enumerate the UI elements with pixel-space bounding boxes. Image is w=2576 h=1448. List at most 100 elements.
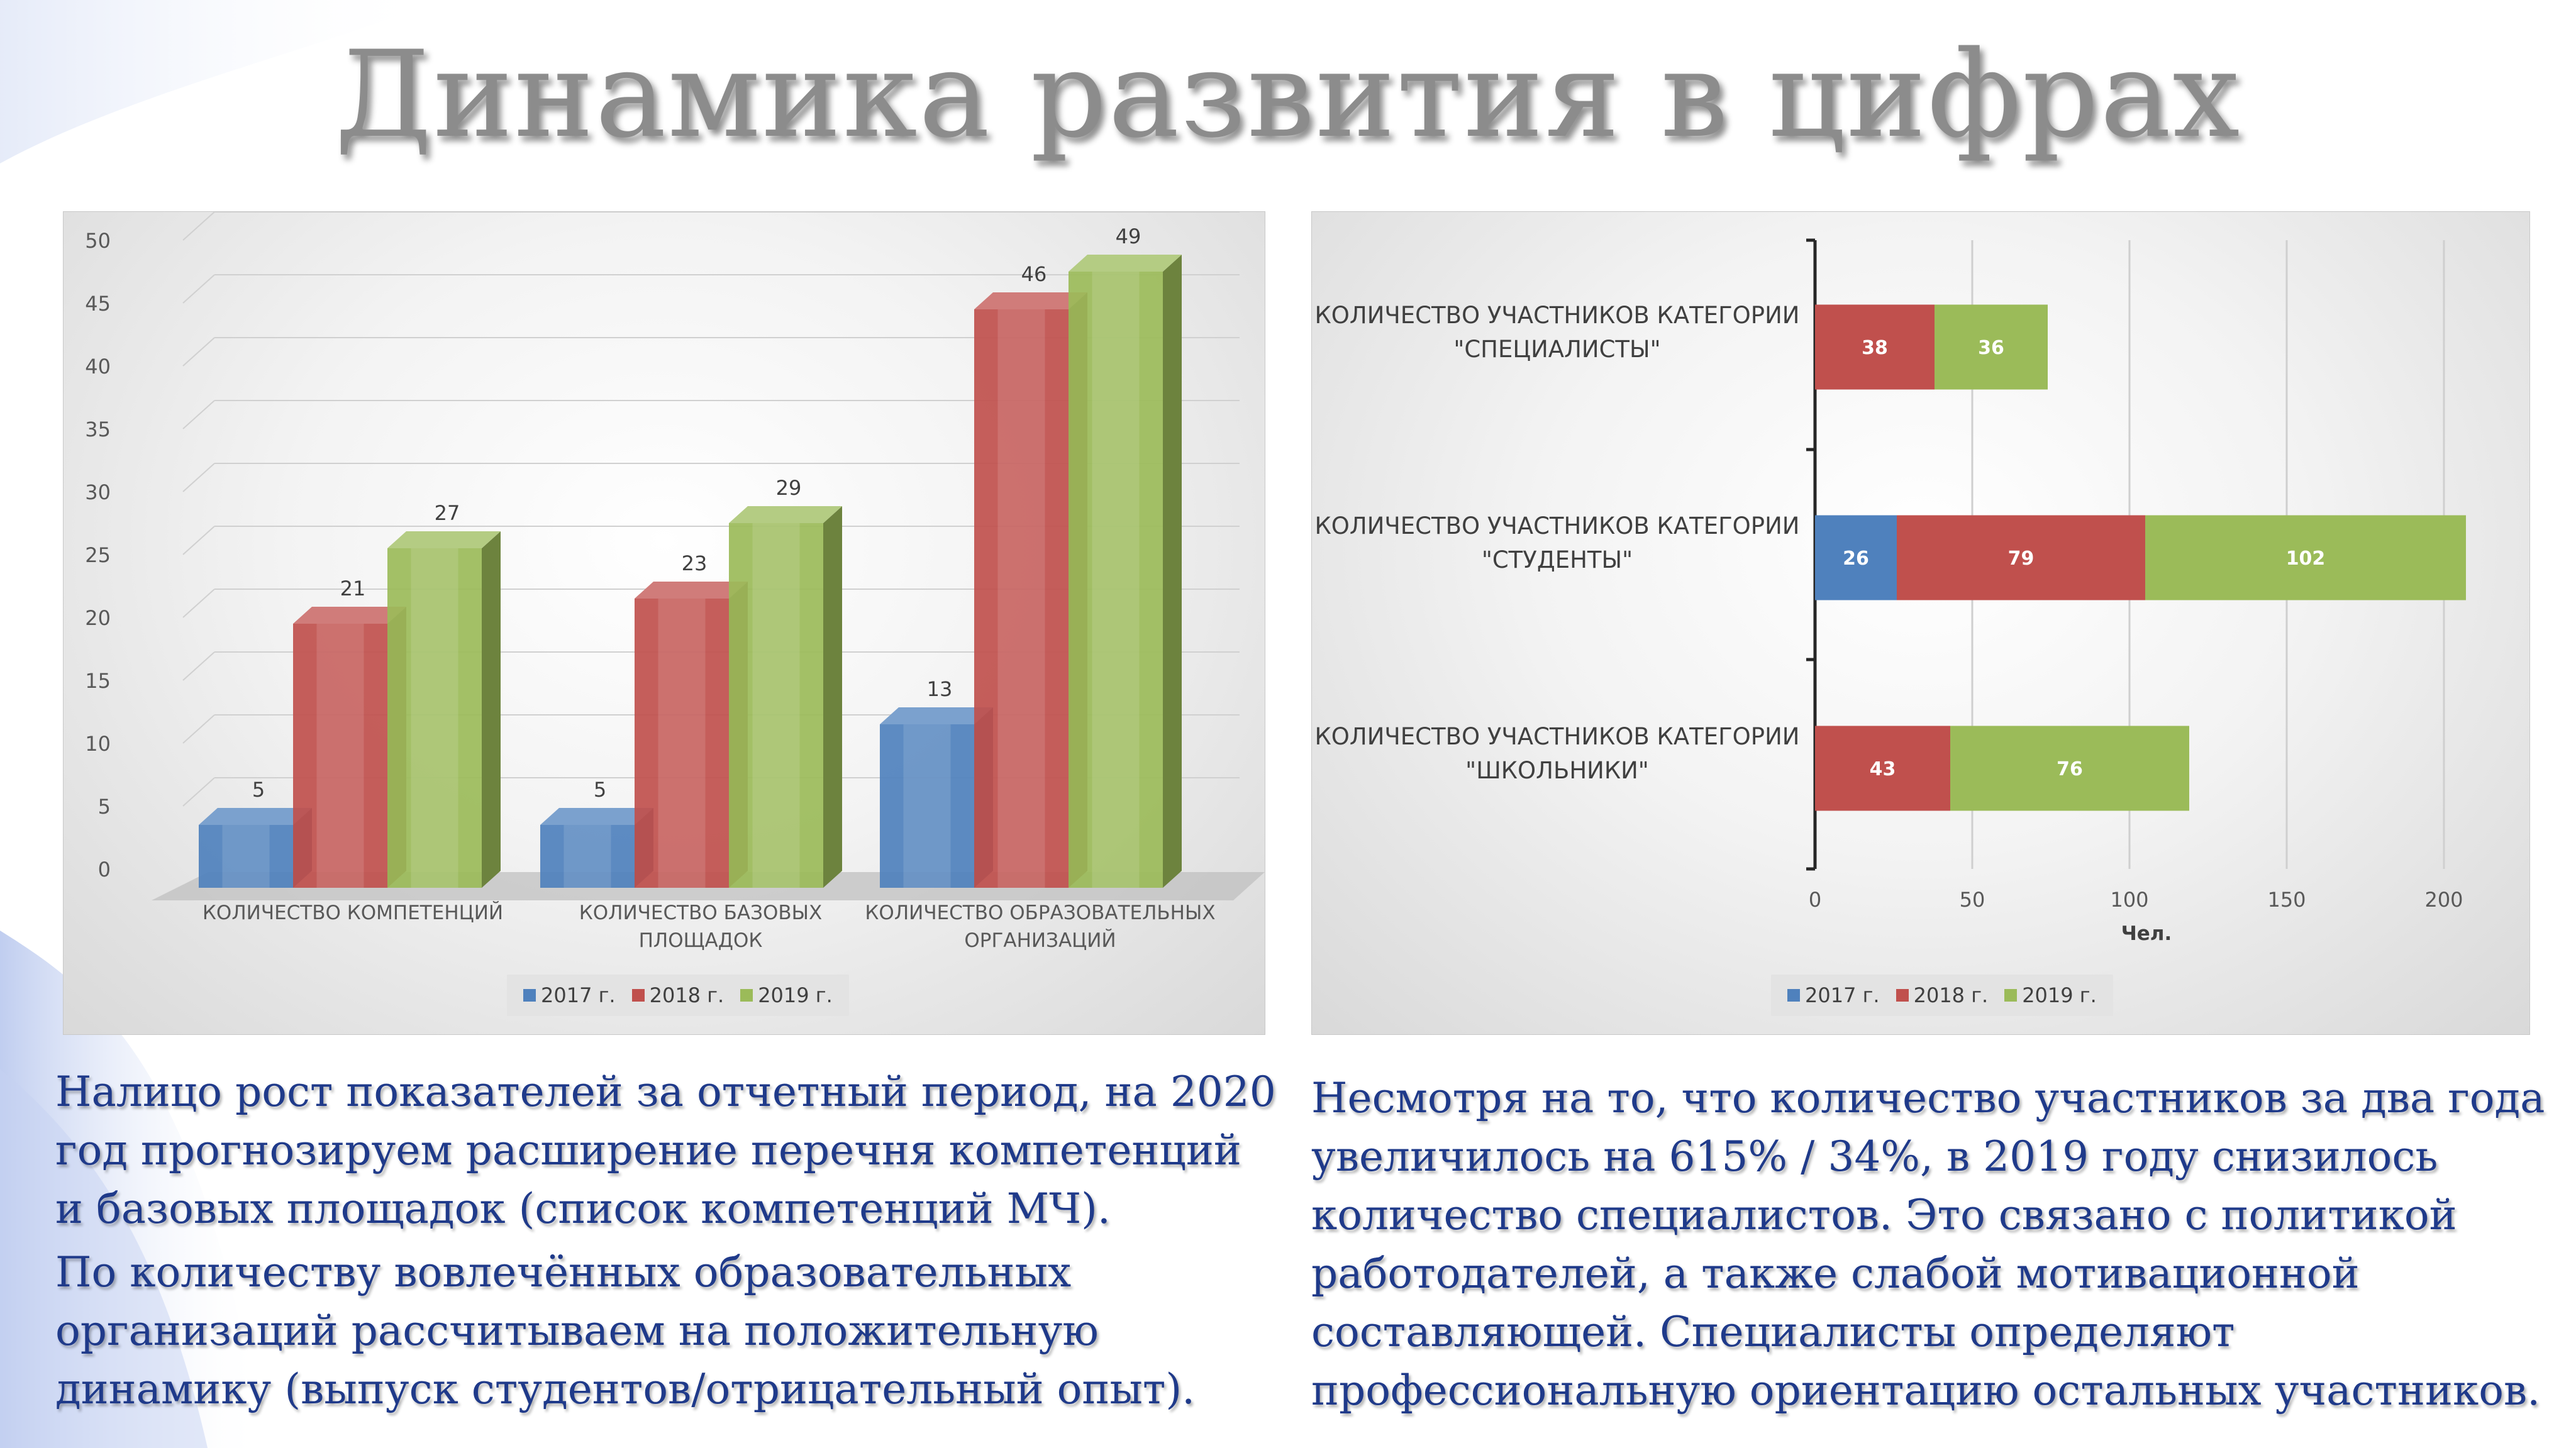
paragraph-specialists: Несмотря на то, что количество участнико… bbox=[1311, 1069, 2545, 1420]
bar-top bbox=[635, 582, 748, 599]
data-label: 23 bbox=[682, 551, 708, 575]
bar-top bbox=[387, 531, 501, 548]
stacked-segment bbox=[2145, 515, 2466, 600]
stacked-bar-chart: 0 50 100 150 200 Чел. 38 36 КОЛИЧЕСТВО УЧАСТНИКО… bbox=[1315, 238, 2466, 945]
stacked-segment bbox=[1935, 304, 2048, 390]
bar-side-2019 bbox=[1163, 255, 1182, 888]
category-label: ОРГАНИЗАЦИЙ bbox=[964, 929, 1116, 952]
text-line: увеличилось на 615% / 34%, в 2019 году с… bbox=[1311, 1132, 2438, 1181]
text-line: составляющей. Специалисты определяют bbox=[1311, 1308, 2235, 1356]
stacked-segment bbox=[1815, 515, 1897, 600]
paragraph-organizations: По количеству вовлечённых образовательны… bbox=[55, 1243, 1276, 1418]
gridline-side bbox=[182, 589, 215, 618]
bar-highlight bbox=[997, 309, 1045, 888]
text-line: По количеству вовлечённых образовательны… bbox=[55, 1248, 1072, 1296]
gridline-side bbox=[182, 463, 215, 492]
legend-label: 2017 г. bbox=[541, 983, 616, 1007]
category-label: ПЛОЩАДОК bbox=[639, 929, 763, 952]
bar-chart-panel: 0 5 10 15 20 25 30 35 40 45 50 5 21 27 КОЛИЧЕСТВО КОМП… bbox=[63, 211, 1265, 1035]
y-tick-label: 45 bbox=[85, 292, 111, 316]
category-label: КОЛИЧЕСТВО ОБРАЗОВАТЕЛЬНЫХ bbox=[865, 902, 1215, 924]
chart-legend: 2017 г. 2018 г. 2019 г. bbox=[1771, 975, 2113, 1016]
x-tick-label: 150 bbox=[2267, 888, 2306, 912]
legend-label: 2018 г. bbox=[1913, 983, 1989, 1007]
bar-highlight bbox=[564, 825, 611, 888]
legend-item-2019: 2019 г. bbox=[2004, 983, 2097, 1007]
y-tick-label: 50 bbox=[85, 229, 111, 253]
data-label: 43 bbox=[1870, 758, 1896, 780]
category-label: "ШКОЛЬНИКИ" bbox=[1465, 757, 1649, 784]
category-label: "СПЕЦИАЛИСТЫ" bbox=[1453, 336, 1660, 363]
data-label: 102 bbox=[2286, 548, 2326, 570]
y-tick-label: 5 bbox=[98, 795, 111, 819]
bar bbox=[540, 825, 635, 888]
legend-swatch bbox=[631, 989, 645, 1002]
data-label: 46 bbox=[1021, 262, 1047, 286]
gridline-side bbox=[182, 714, 215, 744]
bar bbox=[1069, 272, 1163, 888]
gridline-side bbox=[182, 526, 215, 555]
bar-top bbox=[293, 607, 406, 624]
legend-swatch bbox=[740, 989, 753, 1002]
gridline-side bbox=[182, 400, 215, 429]
stacked-segment bbox=[1897, 515, 2145, 600]
legend-label: 2018 г. bbox=[649, 983, 724, 1007]
bar-chart: 0 5 10 15 20 25 30 35 40 45 50 5 21 27 КОЛИЧЕСТВО КОМП… bbox=[85, 212, 1265, 952]
category-label: КОЛИЧЕСТВО УЧАСТНИКОВ КАТЕГОРИИ bbox=[1315, 512, 1800, 539]
bar-highlight bbox=[1092, 272, 1140, 888]
stacked-bar-chart-panel: 0 50 100 150 200 Чел. 38 36 КОЛИЧЕСТВО УЧАСТНИКО… bbox=[1311, 211, 2530, 1035]
x-tick-label: 50 bbox=[1960, 888, 1985, 912]
gridline-side bbox=[182, 651, 215, 681]
data-label: 76 bbox=[2057, 758, 2083, 780]
text-line: профессиональную ориентацию остальных уч… bbox=[1311, 1366, 2541, 1415]
y-tick-label: 35 bbox=[85, 417, 111, 441]
text-line: динамику (выпуск студентов/отрицательный… bbox=[55, 1365, 1196, 1413]
bar bbox=[293, 624, 387, 888]
category-label: "СТУДЕНТЫ" bbox=[1482, 546, 1633, 573]
x-tick-label: 200 bbox=[2424, 888, 2463, 912]
data-label: 36 bbox=[1978, 337, 2004, 359]
right-description: Несмотря на то, что количество участнико… bbox=[1311, 1069, 2545, 1420]
legend-label: 2019 г. bbox=[2022, 983, 2097, 1007]
text-line: количество специалистов. Это связано с п… bbox=[1311, 1191, 2457, 1239]
bar-top bbox=[974, 292, 1087, 309]
x-axis-title: Чел. bbox=[2121, 922, 2172, 945]
category-label: КОЛИЧЕСТВО УЧАСТНИКОВ КАТЕГОРИИ bbox=[1315, 723, 1800, 750]
stacked-segment bbox=[1815, 304, 1935, 390]
gridline-side bbox=[182, 777, 215, 807]
bar-top bbox=[880, 707, 993, 724]
y-tick-label: 25 bbox=[85, 543, 111, 567]
legend-item-2019: 2019 г. bbox=[740, 983, 833, 1007]
bar-highlight bbox=[752, 523, 800, 888]
category-label: КОЛИЧЕСТВО УЧАСТНИКОВ КАТЕГОРИИ bbox=[1315, 302, 1800, 329]
bar-highlight bbox=[316, 624, 364, 888]
page-title: Динамика развития в цифрах bbox=[335, 25, 2241, 164]
bar-highlight bbox=[411, 548, 458, 888]
bar bbox=[729, 523, 823, 888]
data-label: 21 bbox=[340, 577, 366, 600]
legend-swatch bbox=[523, 989, 536, 1002]
bar-side-2019 bbox=[482, 531, 501, 888]
bar-top bbox=[1069, 255, 1182, 272]
bar-highlight bbox=[658, 599, 706, 888]
data-label: 79 bbox=[2008, 548, 2035, 570]
legend-item-2018: 2018 г. bbox=[631, 983, 724, 1007]
left-description: Налицо рост показателей за отчетный пери… bbox=[55, 1063, 1276, 1418]
legend-swatch bbox=[1787, 989, 1800, 1002]
bar-highlight bbox=[222, 825, 270, 888]
gridline-side bbox=[182, 274, 215, 304]
stacked-segment bbox=[1950, 726, 2189, 811]
gridline-side bbox=[182, 337, 215, 367]
y-tick-label: 10 bbox=[85, 732, 111, 756]
data-label: 49 bbox=[1116, 224, 1141, 248]
legend-item-2018: 2018 г. bbox=[1896, 983, 1989, 1007]
x-tick-label: 0 bbox=[1809, 888, 1821, 912]
y-tick-label: 30 bbox=[85, 480, 111, 504]
y-tick-label: 0 bbox=[98, 858, 111, 882]
text-line: организаций рассчитываем на положительну… bbox=[55, 1307, 1099, 1355]
legend-swatch bbox=[2004, 989, 2018, 1002]
category-label: КОЛИЧЕСТВО БАЗОВЫХ bbox=[579, 902, 822, 924]
bar bbox=[880, 724, 974, 888]
legend-label: 2017 г. bbox=[1805, 983, 1880, 1007]
